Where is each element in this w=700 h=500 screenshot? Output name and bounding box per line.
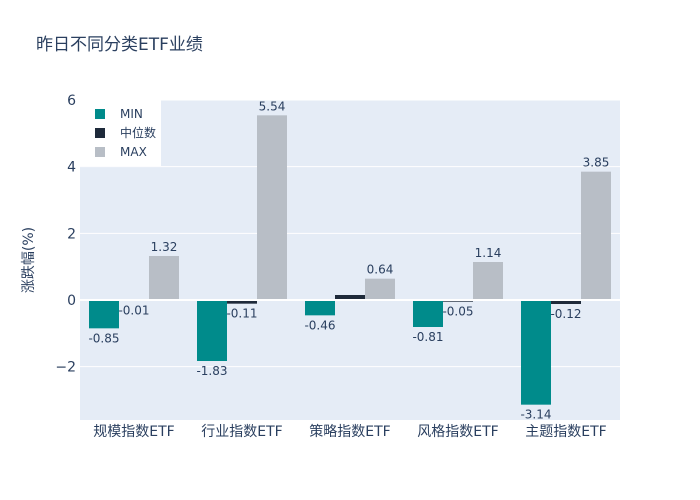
bar-MAX-策略指数ETF[interactable]	[365, 278, 395, 300]
data-label: -0.01	[118, 303, 149, 317]
data-label: 0.64	[367, 263, 394, 277]
bar-MIN-行业指数ETF[interactable]	[197, 300, 227, 361]
data-label: -0.81	[412, 330, 443, 344]
data-label: 3.85	[583, 156, 610, 170]
bar-MIN-规模指数ETF[interactable]	[89, 300, 119, 329]
legend-swatch[interactable]	[95, 147, 105, 157]
bar-中位数-行业指数ETF[interactable]	[227, 300, 257, 304]
bars	[89, 115, 611, 405]
y-tick-label: 4	[67, 160, 76, 176]
y-axis-label: 涨跌幅(%)	[21, 227, 37, 293]
data-labels: -0.85 -0.01 1.32 -1.83 -0.11 5.54 -0.46 0.64 -0.…	[88, 99, 609, 421]
legend-item-label[interactable]: 中位数	[120, 125, 156, 140]
bar-MAX-风格指数ETF[interactable]	[473, 262, 503, 300]
data-label: -1.83	[196, 364, 227, 378]
data-label: -0.11	[226, 307, 257, 321]
data-label: 5.54	[259, 99, 286, 113]
data-label: -0.12	[550, 307, 581, 321]
bar-MAX-行业指数ETF[interactable]	[257, 115, 287, 300]
data-label: -3.14	[520, 408, 551, 422]
x-tick-label: 规模指数ETF	[93, 424, 174, 440]
x-tick-label: 主题指数ETF	[525, 424, 606, 440]
data-label: -0.85	[88, 331, 119, 345]
legend-item-label[interactable]: MAX	[120, 145, 147, 159]
bar-MIN-主题指数ETF[interactable]	[521, 300, 551, 405]
data-label: 1.14	[475, 246, 502, 260]
y-tick-label: 6	[67, 93, 76, 109]
bar-中位数-主题指数ETF[interactable]	[551, 300, 581, 304]
bar-中位数-策略指数ETF[interactable]	[335, 295, 365, 300]
data-label: 1.32	[151, 240, 178, 254]
legend-item-label[interactable]: MIN	[120, 107, 143, 121]
legend-swatch[interactable]	[95, 109, 105, 119]
data-label: -0.05	[442, 305, 473, 319]
x-tick-label: 风格指数ETF	[417, 424, 498, 440]
bar-MIN-风格指数ETF[interactable]	[413, 300, 443, 327]
y-tick-label: 0	[67, 293, 76, 309]
y-tick-label: −2	[55, 360, 76, 376]
data-label: -0.46	[304, 318, 335, 332]
x-axis-ticks: 规模指数ETF 行业指数ETF 策略指数ETF 风格指数ETF 主题指数ETF	[93, 423, 606, 440]
legend[interactable]: MIN 中位数 MAX	[80, 100, 161, 166]
y-tick-label: 2	[67, 226, 76, 242]
x-tick-label: 行业指数ETF	[201, 424, 282, 440]
bar-MAX-主题指数ETF[interactable]	[581, 171, 611, 300]
bar-MIN-策略指数ETF[interactable]	[305, 300, 335, 316]
y-axis-ticks: −2 0 2 4 6	[55, 93, 76, 376]
x-tick-label: 策略指数ETF	[309, 423, 390, 440]
legend-swatch[interactable]	[95, 128, 105, 138]
bar-MAX-规模指数ETF[interactable]	[149, 256, 179, 300]
chart-title: 昨日不同分类ETF业绩	[36, 35, 203, 55]
legend-box	[80, 100, 161, 166]
